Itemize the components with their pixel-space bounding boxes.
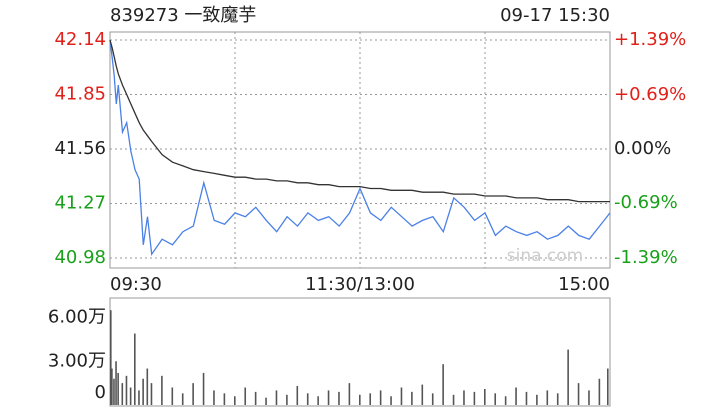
- volume-bar: [286, 394, 288, 405]
- y2-tick-label: +1.39%: [614, 29, 686, 50]
- volume-bar: [111, 368, 113, 405]
- volume-bar: [146, 368, 149, 405]
- volume-bar: [390, 396, 392, 405]
- volume-bar: [265, 397, 267, 405]
- volume-bar: [338, 391, 340, 405]
- x-tick-label: 11:30/13:00: [305, 274, 415, 295]
- volume-bar: [192, 383, 194, 405]
- y2-tick-label: -0.69%: [614, 192, 678, 213]
- timestamp: 09-17 15:30: [500, 5, 610, 26]
- volume-bar: [171, 387, 174, 405]
- y-tick-label: 3.00万: [48, 350, 106, 371]
- volume-bar: [121, 383, 124, 405]
- volume-bar: [369, 393, 372, 405]
- volume-bar: [327, 390, 330, 405]
- y-tick-label: 41.27: [54, 193, 106, 214]
- volume-bar: [117, 372, 119, 405]
- volume-bar: [421, 384, 424, 405]
- volume-bar: [296, 386, 299, 405]
- volume-bar: [567, 349, 569, 405]
- volume-bar: [113, 378, 115, 405]
- volume-bar: [142, 378, 144, 405]
- volume-bar: [546, 390, 549, 405]
- volume-bar: [234, 396, 236, 405]
- volume-bar: [115, 361, 117, 405]
- volume-bar: [359, 394, 361, 405]
- volume-bar: [598, 378, 601, 405]
- volume-bar: [411, 391, 413, 405]
- volume-bar: [494, 393, 497, 405]
- y-tick-label: 41.85: [54, 84, 106, 105]
- volume-bar: [400, 387, 403, 405]
- x-tick-label: 15:00: [558, 274, 610, 295]
- volume-bar: [129, 387, 132, 405]
- volume-frame: [109, 297, 611, 407]
- volume-bar: [431, 393, 434, 405]
- volume-bar: [348, 383, 351, 405]
- volume-bar: [317, 396, 319, 405]
- y-tick-label: 6.00万: [48, 307, 106, 328]
- volume-bar: [244, 387, 247, 405]
- volume-bar: [161, 375, 163, 405]
- volume-bar: [150, 383, 153, 405]
- watermark: sina.com: [507, 246, 583, 266]
- volume-bar: [588, 390, 590, 405]
- x-tick-label: 09:30: [110, 274, 162, 295]
- volume-bar: [525, 391, 528, 405]
- volume-bar: [181, 393, 184, 405]
- volume-bar: [577, 383, 580, 405]
- volume-bar: [125, 375, 128, 405]
- volume-bar: [275, 390, 278, 405]
- volume-bar: [442, 364, 444, 405]
- volume-bar: [134, 333, 136, 405]
- chart-title: 839273 一致魔芋: [110, 5, 256, 26]
- series-line: [109, 39, 611, 256]
- volume-bar: [536, 394, 538, 405]
- volume-bar: [556, 393, 559, 405]
- y-tick-label: 42.14: [54, 29, 106, 50]
- volume-bar: [452, 394, 455, 405]
- y-tick-label: 40.98: [54, 247, 106, 268]
- y2-tick-label: 0.00%: [614, 138, 671, 159]
- y2-tick-label: -1.39%: [614, 247, 678, 268]
- volume-bar: [484, 388, 486, 405]
- volume-bar: [607, 368, 609, 405]
- volume-bar: [463, 390, 465, 405]
- volume-bar: [254, 391, 257, 405]
- volume-bar: [138, 390, 140, 405]
- series-line: [109, 39, 610, 203]
- volume-bar: [110, 310, 112, 405]
- y-tick-label: 0: [95, 382, 106, 403]
- volume-bar: [515, 387, 517, 405]
- volume-bar: [379, 390, 382, 405]
- volume-bar: [213, 390, 215, 405]
- volume-bar: [473, 391, 476, 405]
- y2-tick-label: +0.69%: [614, 84, 686, 105]
- volume-bar: [202, 372, 205, 405]
- y-tick-label: 41.56: [54, 138, 106, 159]
- volume-bar: [223, 393, 226, 405]
- volume-bar: [306, 393, 309, 405]
- volume-bar: [504, 396, 507, 405]
